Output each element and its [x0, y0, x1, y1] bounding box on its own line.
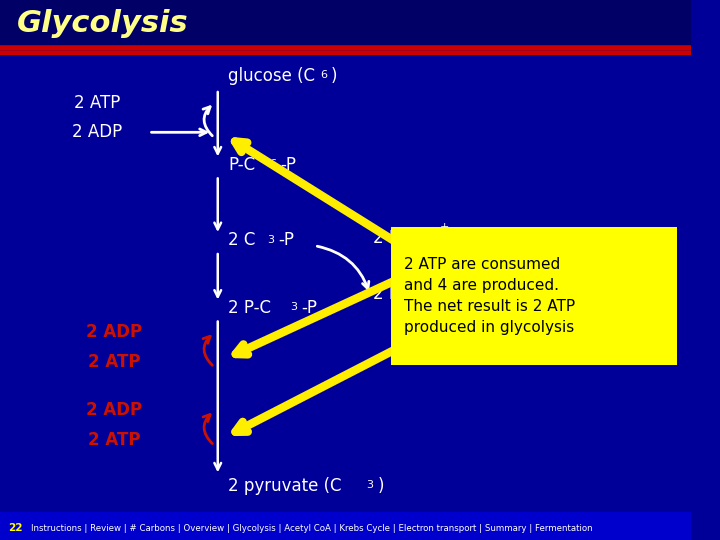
Text: 2 ATP are consumed
and 4 are produced.
The net result is 2 ATP
produced in glyco: 2 ATP are consumed and 4 are produced. T…: [405, 256, 575, 335]
Text: 2 ADP: 2 ADP: [72, 123, 122, 141]
Text: 2 ATP: 2 ATP: [88, 353, 140, 371]
Text: 3: 3: [366, 480, 374, 490]
Text: 2 ATP: 2 ATP: [88, 431, 140, 449]
Text: 3: 3: [290, 302, 297, 312]
Text: -P: -P: [280, 156, 296, 174]
Text: 6: 6: [320, 70, 327, 80]
Text: +: +: [440, 222, 449, 232]
Text: 2 C: 2 C: [228, 231, 256, 249]
Text: Instructions | Review | # Carbons | Overview | Glycolysis | Acetyl CoA | Krebs C: Instructions | Review | # Carbons | Over…: [31, 524, 593, 532]
Text: 22: 22: [9, 523, 23, 533]
Text: -P: -P: [302, 299, 318, 317]
Text: ): ): [378, 477, 384, 495]
Text: 2 NADH: 2 NADH: [373, 285, 438, 303]
Text: -P: -P: [278, 231, 294, 249]
Text: 2 ADP: 2 ADP: [86, 323, 142, 341]
Text: 2 ATP: 2 ATP: [73, 93, 120, 112]
Text: 2 ADP: 2 ADP: [86, 401, 142, 420]
FancyBboxPatch shape: [390, 227, 678, 364]
Text: 6: 6: [269, 159, 276, 169]
Text: 2 pyruvate (C: 2 pyruvate (C: [228, 477, 341, 495]
Text: glucose (C: glucose (C: [228, 66, 315, 85]
Text: P-C: P-C: [228, 156, 256, 174]
FancyBboxPatch shape: [0, 0, 691, 46]
Text: ): ): [330, 66, 337, 85]
FancyBboxPatch shape: [0, 512, 691, 540]
Text: 2 P-C: 2 P-C: [228, 299, 271, 317]
Text: Glycolysis: Glycolysis: [17, 9, 189, 38]
Text: 2 NAD: 2 NAD: [373, 228, 426, 247]
Text: 3: 3: [267, 234, 274, 245]
